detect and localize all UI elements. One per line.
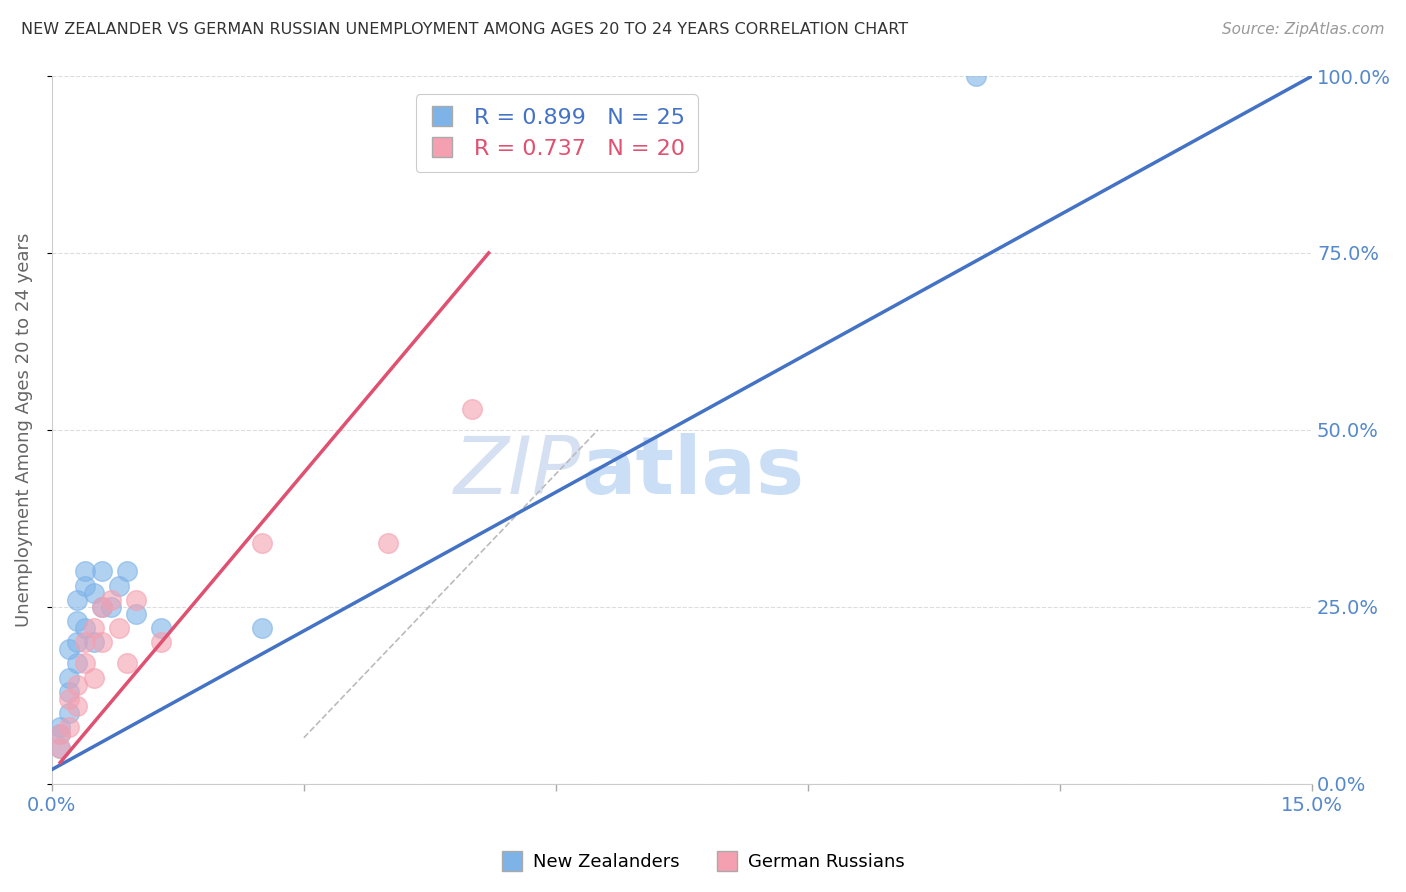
Point bbox=[91, 599, 114, 614]
Point bbox=[149, 635, 172, 649]
Point bbox=[117, 565, 139, 579]
Point bbox=[58, 685, 80, 699]
Point bbox=[965, 69, 987, 83]
Point bbox=[49, 727, 72, 741]
Point bbox=[75, 657, 97, 671]
Point bbox=[91, 565, 114, 579]
Point bbox=[83, 585, 105, 599]
Legend: New Zealanders, German Russians: New Zealanders, German Russians bbox=[494, 847, 912, 879]
Point bbox=[100, 592, 122, 607]
Point bbox=[250, 621, 273, 635]
Point bbox=[108, 621, 131, 635]
Y-axis label: Unemployment Among Ages 20 to 24 years: Unemployment Among Ages 20 to 24 years bbox=[15, 233, 32, 627]
Point bbox=[250, 536, 273, 550]
Point bbox=[108, 578, 131, 592]
Point bbox=[66, 678, 89, 692]
Point bbox=[58, 706, 80, 720]
Text: NEW ZEALANDER VS GERMAN RUSSIAN UNEMPLOYMENT AMONG AGES 20 TO 24 YEARS CORRELATI: NEW ZEALANDER VS GERMAN RUSSIAN UNEMPLOY… bbox=[21, 22, 908, 37]
Point bbox=[66, 657, 89, 671]
Point bbox=[461, 401, 484, 416]
Point bbox=[75, 565, 97, 579]
Point bbox=[149, 621, 172, 635]
Point bbox=[125, 592, 148, 607]
Text: ZIP: ZIP bbox=[454, 434, 581, 511]
Point bbox=[117, 657, 139, 671]
Point bbox=[75, 621, 97, 635]
Point bbox=[66, 592, 89, 607]
Point bbox=[377, 536, 399, 550]
Point bbox=[66, 698, 89, 713]
Point bbox=[83, 621, 105, 635]
Point bbox=[49, 727, 72, 741]
Point bbox=[91, 635, 114, 649]
Point bbox=[125, 607, 148, 621]
Point bbox=[91, 599, 114, 614]
Point bbox=[49, 741, 72, 756]
Point bbox=[83, 671, 105, 685]
Point bbox=[75, 578, 97, 592]
Point bbox=[83, 635, 105, 649]
Point bbox=[49, 720, 72, 734]
Point bbox=[58, 691, 80, 706]
Legend: R = 0.899   N = 25, R = 0.737   N = 20: R = 0.899 N = 25, R = 0.737 N = 20 bbox=[416, 95, 697, 172]
Text: Source: ZipAtlas.com: Source: ZipAtlas.com bbox=[1222, 22, 1385, 37]
Point bbox=[58, 720, 80, 734]
Point bbox=[66, 614, 89, 628]
Point bbox=[100, 599, 122, 614]
Text: atlas: atlas bbox=[581, 434, 804, 511]
Point bbox=[66, 635, 89, 649]
Point bbox=[49, 741, 72, 756]
Point bbox=[58, 642, 80, 657]
Point bbox=[58, 671, 80, 685]
Point bbox=[75, 635, 97, 649]
